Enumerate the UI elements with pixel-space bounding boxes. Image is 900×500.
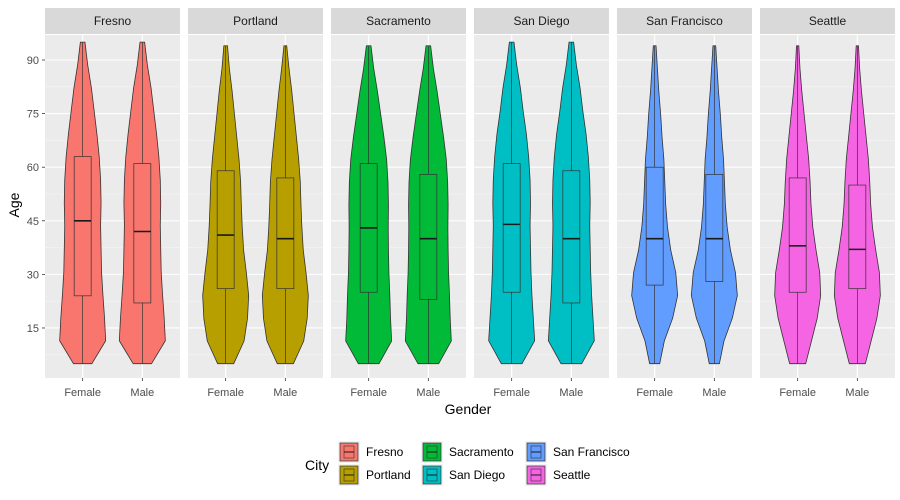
facet-strip: [760, 8, 895, 34]
legend-label: San Diego: [449, 468, 505, 482]
legend-item-san-diego: San Diego: [421, 464, 505, 486]
legend-label: Portland: [366, 468, 411, 482]
facet-strip-label: Fresno: [94, 14, 132, 28]
y-tick-label: 45: [27, 216, 39, 228]
y-tick-label: 75: [27, 109, 39, 121]
facet-panel-sacramento: Sacramento Female Male: [331, 8, 466, 399]
boxplot-box: [705, 173, 724, 282]
boxplot-box: [502, 163, 521, 293]
legend-label: Sacramento: [449, 445, 514, 459]
y-tick-label: 90: [27, 55, 39, 67]
x-axis-title: Gender: [445, 401, 492, 417]
boxplot-box: [645, 166, 664, 286]
legend-item-fresno: Fresno: [338, 441, 404, 463]
facet-strip: [331, 8, 466, 34]
x-tick-label: Female: [207, 387, 244, 399]
legend-item-portland: Portland: [338, 464, 411, 486]
x-tick-label: Female: [636, 387, 673, 399]
facet-strip-label: San Francisco: [646, 14, 723, 28]
y-axis: 15 30 45 60 75 90: [27, 55, 45, 335]
x-tick-label: Male: [273, 387, 297, 399]
legend-label: Fresno: [366, 445, 404, 459]
facet-strip: [474, 8, 609, 34]
legend-title: City: [305, 457, 329, 473]
x-tick-label: Female: [493, 387, 530, 399]
x-tick-label: Female: [64, 387, 101, 399]
legend-item-seattle: Seattle: [525, 464, 591, 486]
boxplot-box: [73, 156, 92, 297]
panel-background: [617, 35, 752, 378]
boxplot-box: [133, 163, 152, 304]
facet-panel-fresno: Fresno Female Male: [45, 8, 180, 399]
y-tick-label: 60: [27, 162, 39, 174]
facet-strip: [188, 8, 323, 34]
x-tick-label: Male: [845, 387, 869, 399]
facet-strip-label: Portland: [233, 14, 278, 28]
facet-panel-portland: Portland Female Male: [188, 8, 323, 399]
facet-strip: [45, 8, 180, 34]
legend-item-sacramento: Sacramento: [421, 441, 514, 463]
facet-panel-seattle: Seattle Female Male: [760, 8, 895, 399]
boxplot-box: [276, 177, 295, 290]
x-tick-label: Male: [416, 387, 440, 399]
boxplot-box: [562, 170, 581, 304]
boxplot-box: [848, 184, 867, 290]
y-tick-label: 30: [27, 269, 39, 281]
legend-label: San Francisco: [553, 445, 630, 459]
facet-strip-label: San Diego: [513, 14, 569, 28]
y-axis-title: Age: [6, 192, 22, 217]
boxplot-box: [419, 173, 438, 300]
y-tick-label: 15: [27, 323, 39, 335]
x-tick-label: Male: [702, 387, 726, 399]
facet-panel-san-francisco: San Francisco Female Male: [617, 8, 752, 399]
x-tick-label: Male: [559, 387, 583, 399]
facet-strip-label: Seattle: [809, 14, 847, 28]
x-tick-label: Male: [130, 387, 154, 399]
x-tick-label: Female: [350, 387, 387, 399]
legend-item-san-francisco: San Francisco: [525, 441, 630, 463]
boxplot-box: [788, 177, 807, 293]
facet-panel-san-diego: San Diego Female Male: [474, 8, 609, 399]
x-tick-label: Female: [779, 387, 816, 399]
facet-strip-label: Sacramento: [366, 14, 431, 28]
boxplot-box: [216, 170, 235, 290]
legend: City Fresno Portland Sacramento San Diego Sa…: [305, 441, 630, 486]
facet-strip: [617, 8, 752, 34]
legend-label: Seattle: [553, 468, 591, 482]
